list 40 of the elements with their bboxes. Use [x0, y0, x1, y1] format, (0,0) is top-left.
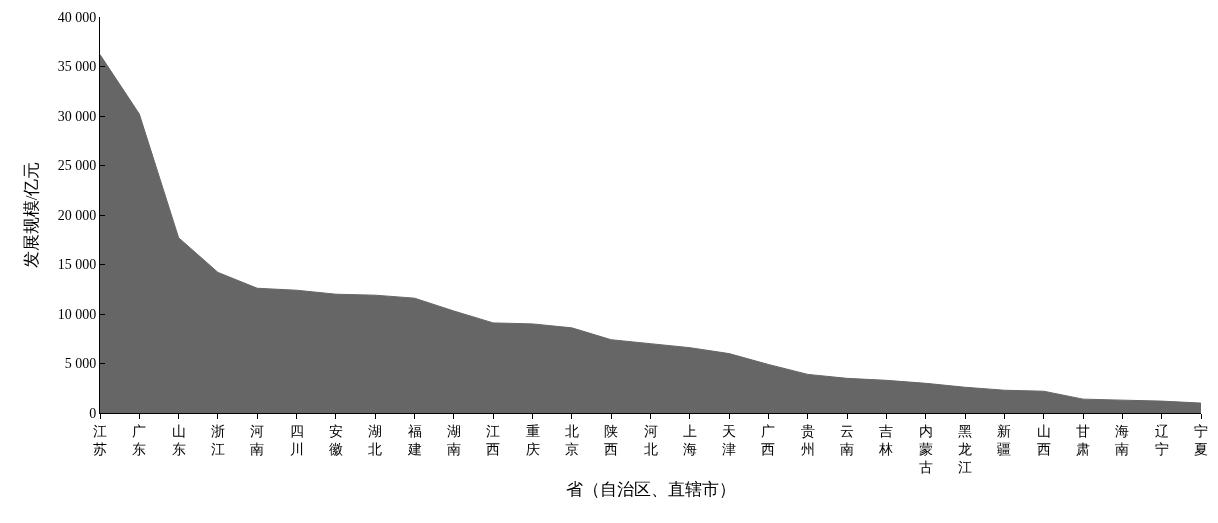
y-tick-label: 35 000 [57, 59, 97, 75]
x-tick-label: 贵州 [800, 423, 815, 457]
x-tick-label: 湖北 [368, 423, 383, 457]
x-tick-label: 浙江 [210, 423, 225, 457]
x-tick-label: 福建 [406, 423, 422, 457]
x-tick-label: 上海 [682, 423, 697, 457]
x-tick-label: 辽宁 [1154, 423, 1169, 457]
y-tick-label: 15 000 [57, 257, 97, 273]
x-tick-label: 广西 [761, 423, 776, 457]
x-tick-label: 江西 [486, 423, 501, 457]
x-tick-label: 内蒙古 [918, 423, 933, 476]
y-tick-label: 20 000 [57, 207, 97, 223]
x-tick-label: 吉林 [878, 423, 894, 457]
x-tick-label: 宁夏 [1194, 423, 1208, 457]
x-tick-label: 安徽 [328, 423, 343, 457]
x-tick-label: 山东 [171, 423, 186, 457]
x-tick-label: 甘肃 [1076, 423, 1091, 457]
x-tick-label: 北京 [564, 423, 579, 457]
y-tick-label: 25 000 [57, 158, 97, 174]
y-tick-label: 30 000 [57, 108, 97, 124]
x-tick-label: 海南 [1115, 423, 1130, 457]
x-tick-label: 天津 [722, 423, 737, 457]
y-tick-label: 0 [89, 405, 97, 421]
x-tick-label: 湖南 [446, 423, 461, 457]
x-axis-title: 省（自治区、直辖市） [565, 479, 736, 499]
x-tick-label: 江苏 [93, 423, 107, 457]
x-tick-label: 陕西 [604, 423, 619, 457]
x-tick-label: 河南 [250, 423, 265, 457]
y-axis-title: 发展规模/亿元 [22, 161, 42, 269]
x-tick-label: 重庆 [525, 423, 540, 457]
x-tick-label: 黑龙江 [958, 423, 973, 476]
y-tick-label: 10 000 [57, 306, 97, 322]
x-tick-label: 广东 [132, 423, 147, 457]
y-tick-label: 40 000 [57, 9, 97, 25]
x-tick-label: 山西 [1036, 423, 1051, 457]
x-tick-label: 四川 [289, 423, 304, 457]
x-tick-label: 河北 [643, 423, 658, 457]
x-tick-label: 云南 [840, 423, 855, 457]
y-tick-label: 5 000 [64, 356, 97, 372]
x-tick-label: 新疆 [997, 423, 1012, 457]
